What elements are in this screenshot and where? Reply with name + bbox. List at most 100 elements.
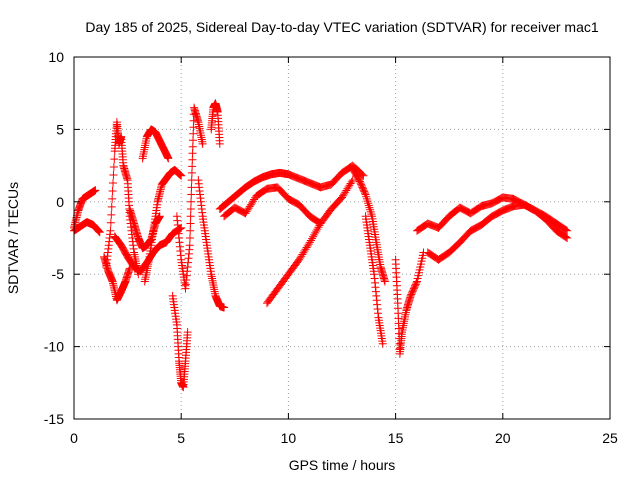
data-point [522, 201, 531, 210]
data-point [488, 212, 497, 221]
data-point [164, 154, 173, 163]
data-point [360, 189, 369, 198]
y-tick-label: -5 [52, 266, 65, 282]
data-point [540, 214, 549, 223]
data-point [198, 139, 207, 148]
data-point [495, 195, 504, 204]
data-point [456, 204, 465, 213]
series-trace-p [348, 164, 389, 286]
data-point [298, 250, 307, 259]
data-point [106, 226, 115, 235]
x-tick-label: 15 [388, 430, 404, 446]
data-point [245, 202, 254, 211]
data-point [458, 204, 467, 213]
data-point [347, 177, 356, 186]
data-point [494, 195, 503, 204]
x-tick-label: 0 [70, 430, 78, 446]
data-point [315, 221, 324, 230]
data-point [314, 223, 323, 232]
data-point [91, 186, 100, 195]
data-point [296, 253, 305, 262]
data-point [343, 184, 352, 193]
data-point [246, 200, 255, 209]
data-point [496, 207, 505, 216]
data-point [526, 204, 535, 213]
data-point [493, 209, 502, 218]
y-tick-label: 0 [56, 194, 64, 210]
data-point [108, 186, 117, 195]
data-point [455, 203, 464, 212]
data-point [306, 236, 315, 245]
data-point [494, 208, 503, 217]
data-point [313, 225, 322, 234]
data-point [346, 179, 355, 188]
data-point [359, 171, 368, 180]
x-axis-title: GPS time / hours [289, 457, 396, 473]
data-point [487, 213, 496, 222]
data-point [344, 183, 353, 192]
series-trace-n [220, 183, 325, 228]
data-point [185, 234, 194, 242]
data-point [412, 278, 421, 287]
data-point [244, 204, 253, 213]
data-point [250, 195, 259, 204]
data-point [492, 209, 501, 218]
data-point [287, 196, 296, 205]
data-point [185, 241, 194, 250]
data-point [241, 209, 250, 218]
data-point [220, 303, 229, 312]
data-point [186, 226, 195, 235]
series-trace-o [262, 176, 357, 308]
y-axis-title: SDTVAR / TECUs [5, 182, 21, 294]
data-point [232, 204, 241, 213]
series-trace-m [215, 161, 368, 214]
y-tick-label: 10 [48, 49, 64, 65]
data-point [340, 189, 349, 198]
data-point [459, 205, 468, 214]
data-point [342, 186, 351, 195]
data-point [107, 210, 116, 219]
data-point [312, 227, 321, 236]
data-point [109, 178, 118, 187]
series-trace-i [168, 291, 192, 392]
data-point [299, 248, 308, 257]
data-point [230, 203, 239, 212]
data-point [528, 205, 537, 214]
series-trace-t [423, 200, 572, 264]
data-point [177, 171, 186, 180]
data-point [261, 185, 270, 194]
data-point [338, 193, 346, 202]
series-trace-j [172, 103, 207, 293]
data-point [472, 223, 480, 232]
data-point [489, 198, 498, 207]
data-point [305, 238, 314, 247]
data-point [286, 196, 295, 205]
series-trace-q [361, 212, 387, 348]
series-trace-k [194, 176, 229, 312]
data-point [231, 204, 240, 213]
data-point [109, 171, 118, 180]
data-point [236, 206, 245, 215]
data-point [94, 226, 103, 235]
data-point [357, 169, 366, 178]
data-point [476, 202, 485, 211]
data-point [176, 171, 185, 180]
data-point [295, 255, 304, 264]
data-point [215, 139, 224, 148]
data-point [467, 226, 476, 235]
data-point [303, 241, 312, 250]
x-tick-label: 10 [281, 430, 297, 446]
data-point [495, 208, 504, 217]
data-point [249, 197, 258, 206]
data-point [562, 233, 571, 242]
data-point [470, 224, 479, 233]
data-point [462, 207, 471, 216]
series-trace-r [391, 248, 428, 358]
data-point [560, 225, 569, 234]
data-point [302, 243, 311, 252]
data-point [309, 232, 318, 241]
data-point [307, 234, 316, 243]
data-point [473, 223, 482, 232]
